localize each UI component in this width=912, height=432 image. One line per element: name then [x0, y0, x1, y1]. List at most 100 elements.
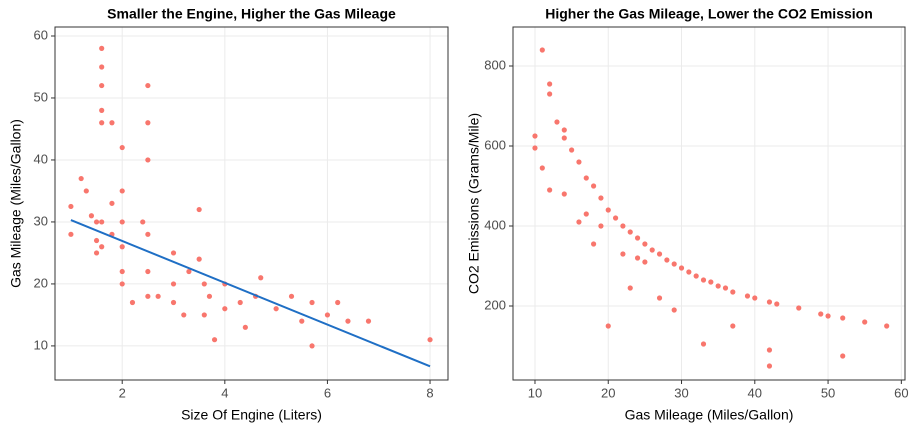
point	[576, 159, 582, 165]
point	[299, 318, 305, 324]
point	[612, 215, 619, 221]
y-tick-label: 400	[484, 217, 506, 232]
point	[335, 299, 341, 306]
point	[288, 293, 295, 299]
point	[576, 219, 582, 225]
x-tick-label: 2	[119, 385, 126, 400]
point	[222, 306, 228, 312]
point	[99, 107, 105, 113]
point	[309, 343, 315, 349]
point	[583, 211, 589, 217]
y-tick-label: 30	[34, 213, 48, 228]
point	[324, 312, 331, 318]
point	[93, 219, 100, 225]
y-tick-label: 10	[34, 337, 48, 352]
y-tick-label: 800	[484, 57, 506, 72]
point	[840, 315, 846, 321]
point	[766, 299, 773, 305]
point	[554, 119, 560, 125]
point	[884, 323, 890, 329]
point	[365, 318, 372, 324]
point	[145, 293, 151, 299]
point	[93, 250, 100, 256]
x-tick-label: 50	[821, 385, 835, 400]
point	[539, 165, 545, 171]
point	[561, 191, 567, 197]
point	[532, 145, 538, 151]
point	[237, 299, 243, 306]
point	[109, 120, 115, 126]
point	[766, 347, 773, 353]
point	[620, 223, 626, 229]
point	[242, 324, 248, 330]
point	[561, 127, 567, 133]
y-axis-label: CO2 Emissions (Grams/Mile)	[466, 113, 482, 294]
point	[309, 299, 315, 306]
point	[532, 133, 538, 139]
point	[605, 323, 611, 329]
point	[634, 235, 641, 241]
point	[129, 299, 136, 306]
point	[206, 293, 213, 299]
point	[99, 120, 105, 126]
point	[598, 195, 604, 201]
point	[730, 323, 736, 329]
point	[678, 265, 685, 271]
point	[170, 250, 177, 256]
x-tick-label: 4	[221, 385, 228, 400]
point	[700, 277, 707, 283]
point	[145, 231, 151, 237]
chart-title: Higher the Gas Mileage, Lower the CO2 Em…	[545, 6, 873, 22]
point	[88, 213, 95, 219]
point	[155, 293, 161, 299]
point	[99, 64, 105, 70]
point	[686, 269, 692, 275]
point	[68, 203, 74, 210]
x-tick-label: 40	[748, 385, 762, 400]
point	[211, 337, 218, 343]
point	[605, 207, 611, 213]
point	[693, 273, 699, 279]
point	[656, 295, 663, 301]
point	[649, 247, 655, 253]
point	[796, 305, 802, 311]
point	[656, 251, 663, 257]
point	[730, 289, 736, 295]
y-tick-label: 20	[34, 275, 48, 290]
point	[700, 341, 707, 347]
point	[119, 144, 125, 151]
point	[145, 120, 151, 126]
point	[818, 311, 824, 317]
x-tick-label: 10	[528, 385, 542, 400]
x-tick-label: 6	[324, 385, 331, 400]
point	[598, 223, 604, 229]
y-tick-label: 40	[34, 151, 48, 166]
point	[119, 219, 125, 225]
point	[170, 281, 177, 287]
point	[766, 363, 773, 369]
point	[181, 312, 187, 318]
point	[201, 312, 207, 318]
panel-border	[54, 26, 449, 381]
point	[590, 241, 597, 247]
point	[196, 256, 202, 262]
point	[627, 285, 633, 291]
point	[774, 301, 780, 307]
y-tick-label: 50	[34, 89, 48, 104]
x-tick-label: 60	[894, 385, 908, 400]
x-axis-label: Gas Mileage (Miles/Gallon)	[625, 407, 794, 423]
x-axis-label: Size Of Engine (Liters)	[181, 407, 322, 423]
point	[708, 279, 714, 285]
point	[93, 237, 100, 244]
point	[78, 175, 84, 182]
point	[99, 82, 105, 89]
point	[620, 251, 626, 257]
point	[583, 175, 589, 181]
point	[140, 219, 146, 225]
point	[170, 299, 177, 306]
point	[83, 188, 89, 194]
point	[145, 157, 151, 163]
y-tick-label: 200	[484, 297, 506, 312]
point	[99, 244, 105, 250]
point	[99, 219, 105, 225]
